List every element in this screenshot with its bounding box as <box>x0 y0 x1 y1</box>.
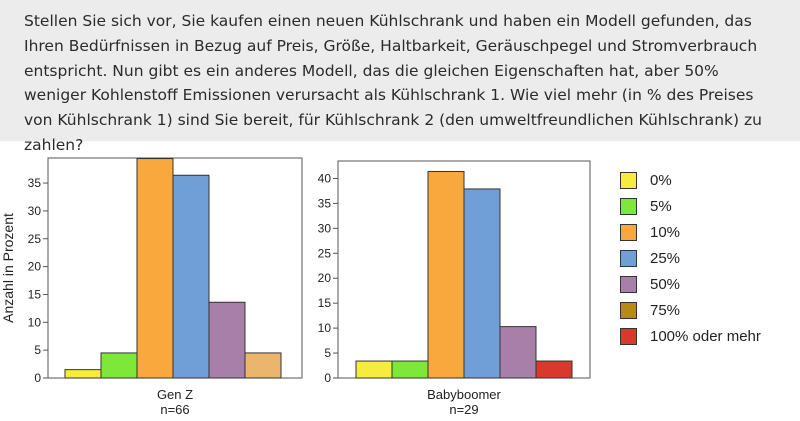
y-tick-label: 35 <box>318 196 332 210</box>
legend-label: 25% <box>650 249 681 267</box>
legend-item: 0% <box>620 167 761 193</box>
bar-0% <box>64 369 102 379</box>
y-tick-label: 15 <box>28 287 42 301</box>
legend-swatch <box>620 275 637 293</box>
y-tick-label: 10 <box>28 315 42 329</box>
legend-item: 75% <box>620 297 761 323</box>
charts: 0 5 10 15 20 25 30 35 Gen Zn=66 Anzahl in Prozent… <box>0 157 591 417</box>
bar-5% <box>391 360 429 379</box>
legend-item: 25% <box>620 245 761 271</box>
x-group-label: Babyboomer <box>427 387 501 402</box>
y-tick-label: 20 <box>28 260 42 274</box>
legend-swatch <box>620 301 637 319</box>
legend-item: 100% oder mehr <box>620 323 761 349</box>
bar-10% <box>427 170 465 379</box>
bar-5% <box>100 352 138 379</box>
bar-100% oder mehr <box>244 352 282 379</box>
y-tick-label: 30 <box>318 221 332 235</box>
legend-swatch <box>620 197 637 215</box>
legend-item: 50% <box>620 271 761 297</box>
x-group-label: Gen Z <box>157 387 193 402</box>
y-tick-label: 25 <box>28 232 42 246</box>
bar-25% <box>172 174 210 379</box>
y-tick-label: 5 <box>34 343 41 357</box>
y-axis-label: Anzahl in Prozent <box>0 213 16 323</box>
legend-label: 0% <box>650 171 672 189</box>
bar-100% oder mehr <box>535 360 573 379</box>
bar-25% <box>463 188 501 379</box>
legend-swatch <box>620 249 637 267</box>
legend-label: 50% <box>650 275 681 293</box>
legend-swatch <box>620 223 637 241</box>
y-tick-label: 15 <box>318 296 332 310</box>
bar-50% <box>208 301 246 379</box>
bar-50% <box>499 326 537 379</box>
y-tick-label: 35 <box>28 176 42 190</box>
legend-swatch <box>620 327 637 345</box>
legend-item: 5% <box>620 193 761 219</box>
legend: 0% 5% 10% 25% 50% 75% 100% oder mehr <box>620 167 761 349</box>
y-tick-label: 40 <box>318 171 332 185</box>
y-tick-label: 20 <box>318 271 332 285</box>
y-tick-label: 10 <box>318 321 332 335</box>
y-tick-label: 5 <box>324 346 331 360</box>
legend-item: 10% <box>620 219 761 245</box>
legend-label: 75% <box>650 301 681 319</box>
legend-label: 10% <box>650 223 681 241</box>
y-tick-label: 0 <box>34 371 41 385</box>
legend-label: 5% <box>650 197 672 215</box>
y-tick-label: 30 <box>28 204 42 218</box>
x-sample-size-label: n=66 <box>160 402 189 417</box>
y-tick-label: 0 <box>324 371 331 385</box>
question-text: Stellen Sie sich vor, Sie kaufen einen n… <box>0 0 800 154</box>
legend-label: 100% oder mehr <box>650 327 761 345</box>
bar-10% <box>136 158 174 379</box>
legend-swatch <box>620 171 637 189</box>
y-tick-label: 25 <box>318 246 332 260</box>
x-sample-size-label: n=29 <box>449 402 478 417</box>
bar-0% <box>355 360 393 379</box>
